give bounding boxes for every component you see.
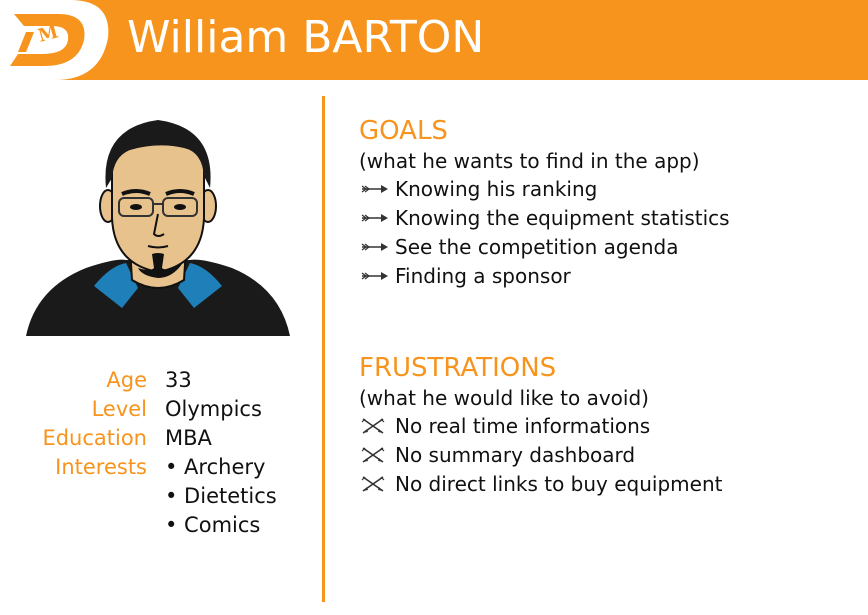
frustration-text: No real time informations [395, 414, 651, 438]
header-bar: M William BARTON [0, 0, 868, 80]
crossed-arrows-icon [361, 476, 385, 492]
goal-item: Finding a sponsor [359, 262, 730, 291]
level-value: Olympics [165, 397, 262, 421]
goal-text: Knowing his ranking [395, 177, 598, 201]
education-label: Education [42, 426, 147, 450]
frustration-item: No real time informations [359, 412, 722, 441]
goal-item: Knowing the equipment statistics [359, 204, 730, 233]
frustration-item: No summary dashboard [359, 441, 722, 470]
age-label: Age [106, 368, 147, 392]
persona-name: William BARTON [127, 12, 485, 63]
crossed-arrows-icon [361, 418, 385, 434]
frustrations-subtitle: (what he would like to avoid) [359, 386, 649, 410]
goal-text: Finding a sponsor [395, 264, 571, 288]
interest-item: • Archery [165, 455, 266, 479]
section-divider [322, 96, 325, 602]
age-value: 33 [165, 368, 192, 392]
arrow-icon [361, 272, 388, 280]
arrow-icon [361, 214, 388, 222]
goals-subtitle: (what he wants to find in the app) [359, 149, 700, 173]
interest-item: • Dietetics [165, 484, 277, 508]
arrow-icon [361, 243, 388, 251]
frustration-item: No direct links to buy equipment [359, 470, 722, 499]
frustrations-section: FRUSTRATIONS (what he would like to avoi… [359, 352, 722, 499]
crossed-arrows-icon [361, 447, 385, 463]
level-label: Level [91, 397, 147, 421]
education-value: MBA [165, 426, 212, 450]
goal-item: See the competition agenda [359, 233, 730, 262]
goals-section: GOALS (what he wants to find in the app)… [359, 115, 730, 291]
goal-text: See the competition agenda [395, 235, 679, 259]
frustration-text: No summary dashboard [395, 443, 636, 467]
goals-title: GOALS [359, 116, 448, 146]
arrow-icon [361, 185, 388, 193]
frustrations-title: FRUSTRATIONS [359, 353, 557, 383]
goal-text: Knowing the equipment statistics [395, 206, 730, 230]
persona-avatar-icon [26, 120, 290, 336]
dm-logo-icon: M [0, 0, 109, 80]
interest-item: • Comics [165, 513, 261, 537]
interests-label: Interests [55, 455, 147, 479]
frustration-text: No direct links to buy equipment [395, 472, 723, 496]
goal-item: Knowing his ranking [359, 175, 730, 204]
